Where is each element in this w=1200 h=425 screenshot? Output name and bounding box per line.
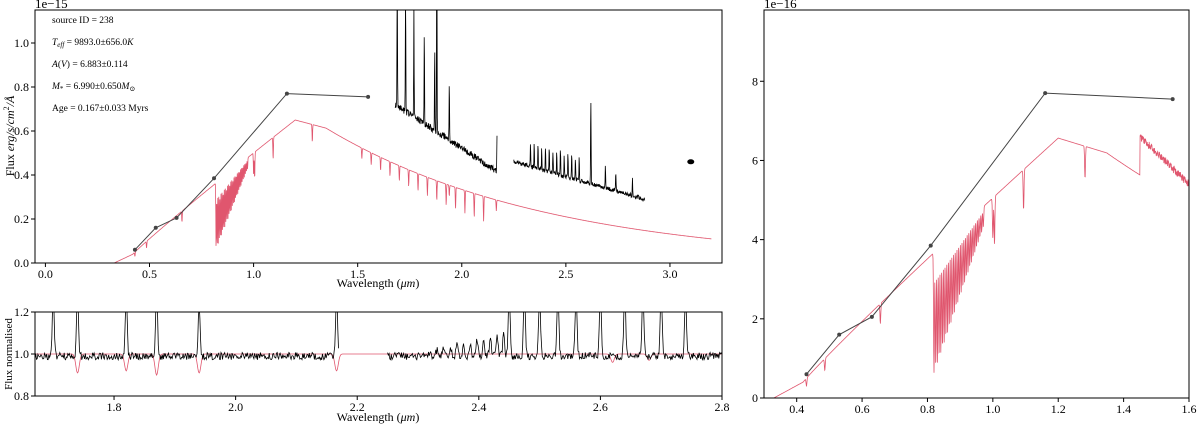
zoom-plot-area [764, 91, 1189, 398]
x-tick-label: 1.5 [350, 267, 365, 281]
x-tick-label: 0.0 [38, 267, 53, 281]
zoom-x-ticks: 0.4 0.6 0.8 1.0 1.2 1.4 1.6 [789, 398, 1197, 416]
zoom-photometry-line [806, 92, 1173, 375]
normalised-y-axis-label: Flux normalised [3, 318, 15, 390]
x-tick-label: 3.0 [662, 267, 677, 281]
annotation-age: Age = 0.167±0.033 Myrs [52, 104, 149, 114]
zoom-photometry-point [928, 243, 933, 248]
zoom-photometry-point [1043, 91, 1048, 96]
main-y-axis-label: Flux erg/s/cm2/Å [2, 95, 17, 176]
zoom-model-spectrum-line [764, 134, 1189, 398]
zoom-photometry-point [869, 314, 874, 319]
x-tick-label: 1.2 [1051, 402, 1066, 416]
photometry-line [134, 93, 369, 251]
normalised-x-ticks: 1.8 2.0 2.2 2.4 2.6 2.8 [107, 396, 730, 414]
photometry-point [366, 94, 371, 99]
y-tick-label: 1.0 [14, 36, 29, 50]
observed-normalised-k-band [387, 312, 722, 361]
normalised-panel: 1.8 2.0 2.2 2.4 2.6 2.8 0.8 1.0 1.2 Wavelength … [3, 305, 730, 424]
x-tick-label: 1.0 [246, 267, 261, 281]
observed-spectrum-k-band [513, 102, 646, 203]
zoom-photometry-point [837, 332, 842, 337]
y-tick-label: 4 [752, 233, 758, 247]
main-panel: 0.0 0.5 1.0 1.5 2.0 2.5 3.0 0.0 0.2 0.4 0.6 0.8 1.0… [2, 0, 723, 290]
zoom-offset-label: 1e−16 [764, 0, 797, 11]
x-tick-label: 2.0 [228, 400, 243, 414]
annotation-box: source ID = 238 Teff = 9893.0±656.0K A(V… [51, 16, 149, 114]
main-frame [34, 9, 723, 264]
x-tick-label: 2.2 [350, 400, 365, 414]
y-tick-label: 2 [752, 312, 758, 326]
zoom-panel: 0.4 0.6 0.8 1.0 1.2 1.4 1.6 0 2 4 6 8 1e−16 [752, 0, 1197, 416]
y-tick-label: 0.6 [14, 124, 29, 138]
main-plot-area [107, 10, 712, 263]
x-tick-label: 1.6 [1182, 402, 1197, 416]
y-tick-label: 6 [752, 153, 758, 167]
isolated-data-point [687, 159, 695, 165]
photometry-point [153, 225, 158, 230]
y-tick-label: 0 [752, 391, 758, 405]
observed-normalised-h-band [35, 312, 339, 362]
model-spectrum-line [107, 119, 712, 263]
x-tick-label: 1.0 [985, 402, 1000, 416]
y-tick-label: 8 [752, 74, 758, 88]
normalised-y-ticks: 0.8 1.0 1.2 [14, 305, 35, 403]
photometry-point [174, 215, 179, 220]
y-tick-label: 1.0 [14, 347, 29, 361]
normalised-plot-area [35, 312, 722, 376]
x-tick-label: 1.4 [1116, 402, 1131, 416]
x-tick-label: 0.6 [855, 402, 870, 416]
y-tick-label: 0.4 [14, 168, 29, 182]
photometry-point [212, 176, 217, 181]
model-normalised-line [35, 353, 722, 376]
annotation-av: A(V) = 6.883±0.114 [51, 59, 128, 70]
main-y-ticks: 0.0 0.2 0.4 0.6 0.8 1.0 [14, 36, 35, 270]
annotation-teff: Teff = 9893.0±656.0K [52, 38, 134, 49]
x-tick-label: 0.4 [789, 402, 804, 416]
x-tick-label: 0.8 [920, 402, 935, 416]
annotation-mass: M* = 6.990±0.650M⊙ [51, 82, 135, 93]
y-tick-label: 0.0 [14, 256, 29, 270]
photometry-point [132, 247, 137, 252]
main-x-ticks: 0.0 0.5 1.0 1.5 2.0 2.5 3.0 [38, 263, 677, 281]
zoom-y-ticks: 0 2 4 6 8 [752, 74, 764, 405]
x-tick-label: 2.6 [593, 400, 608, 414]
annotation-source-id: source ID = 238 [52, 16, 114, 26]
photometry-point [284, 91, 289, 96]
y-tick-label: 0.8 [14, 389, 29, 403]
x-tick-label: 2.8 [715, 400, 730, 414]
y-tick-label: 0.2 [14, 212, 29, 226]
x-tick-label: 2.0 [454, 267, 469, 281]
y-tick-label: 1.2 [14, 305, 29, 319]
x-tick-label: 1.8 [107, 400, 122, 414]
x-tick-label: 2.4 [471, 400, 486, 414]
zoom-photometry-point [804, 372, 809, 377]
zoom-frame [763, 9, 1190, 399]
x-tick-label: 0.5 [142, 267, 157, 281]
x-tick-label: 2.5 [558, 267, 573, 281]
main-offset-label: 1e−15 [35, 0, 68, 11]
main-x-axis-label: Wavelength (μm) [337, 276, 420, 290]
zoom-photometry-point [1170, 97, 1175, 102]
observed-spectrum-h-band [394, 10, 498, 174]
normalised-x-axis-label: Wavelength (μm) [337, 410, 420, 424]
y-tick-label: 0.8 [14, 80, 29, 94]
